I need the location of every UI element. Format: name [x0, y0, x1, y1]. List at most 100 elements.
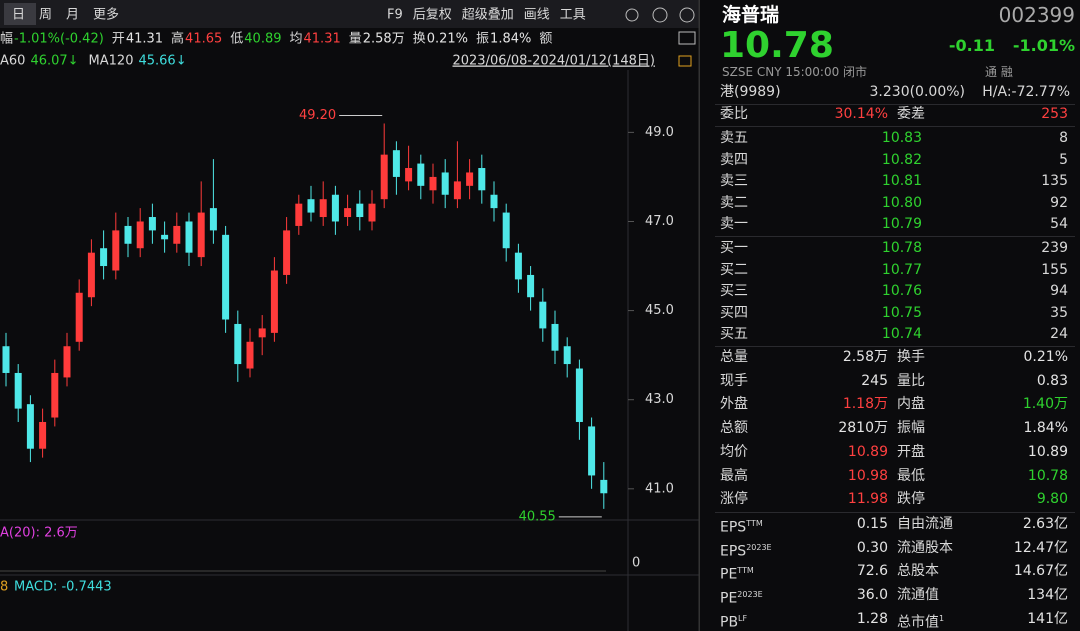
hk-value: 3.230(0.00%): [869, 84, 965, 100]
candle-body: [161, 234, 169, 240]
order-volume: 54: [1050, 216, 1068, 232]
stat-value: 10.89: [1027, 443, 1068, 460]
tool-button[interactable]: 后复权: [413, 7, 452, 23]
finance-value: 134亿: [1027, 587, 1068, 604]
candle-body: [368, 203, 376, 222]
candle-body: [39, 421, 47, 449]
finance-value: 14.67亿: [1013, 563, 1068, 580]
candle-body: [75, 292, 83, 342]
quote-label: 量: [349, 32, 362, 47]
finance-label-text: 流通值: [897, 587, 939, 604]
finance-label: EPS2023E: [720, 539, 772, 561]
order-price: 10.76: [881, 283, 922, 299]
candle-body: [26, 404, 34, 449]
candle-body: [307, 199, 315, 213]
period-tab[interactable]: 日: [12, 8, 25, 23]
period-active: [4, 3, 36, 25]
finance-label: EPSTTM: [720, 515, 763, 537]
tool-button[interactable]: F9: [387, 8, 403, 23]
order-label: 买四: [720, 304, 748, 321]
finance-value: 12.47亿: [1013, 539, 1068, 556]
candle-body: [429, 176, 437, 191]
stat-value: 0.21%: [1023, 349, 1068, 365]
stat-value: 2.58万: [842, 349, 888, 365]
candle-body: [87, 252, 95, 298]
quote-value: -1.01%(-0.42): [14, 32, 104, 47]
ma-value: 45.66↓: [138, 54, 186, 69]
help-icon[interactable]: [652, 7, 668, 23]
y-tick-label: 45.0: [645, 303, 674, 318]
wp-icon[interactable]: [678, 31, 696, 45]
candle-body: [112, 230, 120, 271]
superscript: TTM: [737, 566, 754, 576]
superscript: 2023E: [737, 590, 763, 600]
order-price: 10.80: [881, 194, 922, 211]
commission-label: 委差: [897, 106, 925, 122]
order-volume: 135: [1041, 173, 1068, 189]
stat-value: 10.78: [1027, 467, 1068, 484]
candle-body: [63, 346, 71, 378]
order-price: 10.74: [881, 326, 922, 342]
commission-label: 委比: [720, 106, 748, 122]
candle-body: [148, 217, 156, 231]
toolbar-icons: [625, 7, 696, 67]
quote-value: 41.31: [126, 32, 163, 47]
quote-value: 41.31: [304, 32, 341, 47]
volume-label: A(20): 2.6万: [0, 526, 78, 541]
candle-body: [453, 181, 461, 200]
candle-body: [588, 426, 596, 476]
stat-value: 1.84%: [1023, 420, 1068, 437]
period-tab[interactable]: 月: [66, 8, 79, 23]
stat-label: 最低: [897, 467, 925, 484]
order-volume: 155: [1041, 261, 1068, 278]
order-price: 10.77: [881, 261, 922, 278]
lock-icon[interactable]: [678, 55, 692, 67]
quote-value: 1.84%: [490, 32, 531, 47]
y-tick-label: 0: [632, 556, 640, 571]
quote-label: 低: [230, 32, 243, 47]
candle-body: [551, 323, 559, 351]
period-tab[interactable]: 周: [39, 8, 52, 23]
finance-value: 36.0: [856, 587, 888, 604]
candle-body: [234, 323, 242, 365]
settings-icon[interactable]: [625, 8, 639, 22]
stat-value: 10.89: [847, 443, 888, 460]
candle-body: [197, 212, 205, 258]
stat-value: 1.18万: [842, 396, 888, 413]
stat-label: 开盘: [897, 443, 925, 460]
candle-body: [100, 248, 108, 267]
order-price: 10.78: [881, 240, 922, 256]
order-label: 买三: [720, 283, 748, 299]
stat-value: 0.83: [1036, 372, 1068, 389]
quote-value: 41.65: [185, 32, 222, 47]
order-label: 买二: [720, 261, 748, 278]
candle-body: [392, 150, 400, 177]
candle-body: [490, 194, 498, 209]
close-icon[interactable]: [679, 7, 695, 23]
candle-body: [600, 479, 608, 494]
candle-body: [14, 372, 22, 409]
separator: [715, 512, 1075, 513]
stat-label: 最高: [720, 467, 748, 484]
order-price: 10.75: [881, 304, 922, 321]
candle-body: [344, 208, 352, 218]
stock-change: -0.11: [948, 36, 995, 55]
period-tab[interactable]: 更多: [93, 7, 119, 23]
tool-button[interactable]: 画线: [524, 8, 550, 23]
stat-label: 振幅: [897, 420, 925, 437]
tool-button[interactable]: 超级叠加: [462, 8, 514, 23]
order-price: 10.79: [881, 216, 922, 232]
candle-body: [405, 168, 413, 182]
stock-price: 10.78: [720, 25, 834, 66]
finance-label-text: 流通股本: [897, 539, 953, 556]
candle-body: [514, 252, 522, 280]
stat-label: 总量: [720, 349, 748, 365]
quote-label: 均: [290, 32, 303, 47]
candle-body: [124, 225, 132, 244]
finance-label-text: PE: [720, 567, 738, 584]
tool-button[interactable]: 工具: [560, 8, 586, 23]
candle-body: [209, 208, 217, 231]
order-label: 买一: [720, 240, 748, 256]
candle-body: [258, 328, 266, 338]
candle-body: [441, 172, 449, 195]
